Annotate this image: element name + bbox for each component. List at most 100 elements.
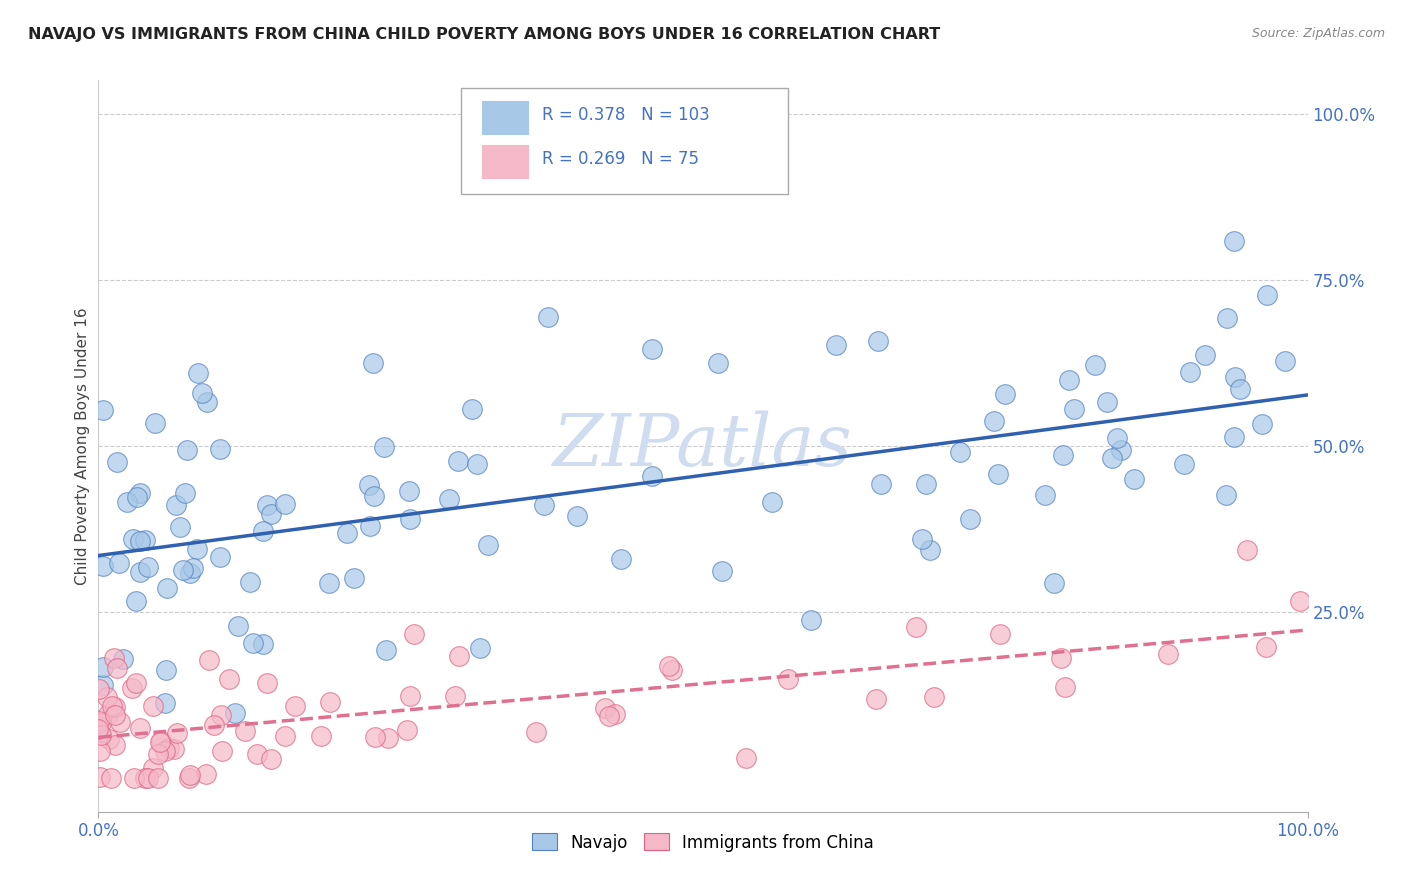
Point bbox=[97, 707, 120, 722]
Point bbox=[146, 772, 169, 786]
Point bbox=[605, 707, 627, 722]
Point bbox=[284, 699, 307, 714]
Point bbox=[117, 495, 139, 509]
Point bbox=[318, 576, 340, 591]
Point bbox=[198, 653, 221, 667]
Point bbox=[111, 652, 134, 666]
Point bbox=[641, 469, 664, 483]
Point bbox=[610, 552, 633, 566]
Point bbox=[1254, 640, 1277, 654]
Point bbox=[399, 690, 422, 704]
FancyBboxPatch shape bbox=[461, 87, 787, 194]
Text: Source: ZipAtlas.com: Source: ZipAtlas.com bbox=[1251, 27, 1385, 40]
Point bbox=[186, 541, 208, 556]
Point bbox=[910, 532, 932, 546]
Text: ZIPatlas: ZIPatlas bbox=[553, 410, 853, 482]
Point bbox=[208, 550, 231, 565]
Point bbox=[318, 695, 340, 709]
Point bbox=[155, 744, 177, 758]
Point bbox=[274, 729, 297, 743]
Point bbox=[142, 761, 165, 775]
Point bbox=[918, 542, 941, 557]
Point bbox=[398, 512, 420, 526]
Point bbox=[204, 718, 226, 732]
Point bbox=[211, 744, 233, 758]
Point bbox=[226, 619, 249, 633]
Point bbox=[465, 457, 488, 471]
Point bbox=[1033, 488, 1056, 502]
Point bbox=[395, 723, 418, 737]
Point bbox=[1123, 472, 1146, 486]
Point bbox=[87, 714, 110, 728]
Point bbox=[233, 723, 256, 738]
Point bbox=[1215, 488, 1237, 502]
Point bbox=[1084, 358, 1107, 372]
Text: R = 0.378   N = 103: R = 0.378 N = 103 bbox=[543, 106, 710, 124]
Point bbox=[364, 730, 387, 744]
Point bbox=[128, 722, 150, 736]
Point bbox=[309, 729, 332, 743]
Point bbox=[598, 708, 620, 723]
Point bbox=[710, 565, 733, 579]
Point bbox=[1274, 354, 1296, 368]
Point bbox=[153, 696, 176, 710]
Point bbox=[1216, 311, 1239, 326]
Point bbox=[209, 708, 232, 723]
Point bbox=[252, 524, 274, 539]
Point bbox=[1052, 448, 1074, 462]
Point bbox=[165, 498, 187, 512]
Point bbox=[343, 571, 366, 585]
Point bbox=[987, 467, 1010, 481]
Point bbox=[256, 676, 278, 690]
Point bbox=[361, 356, 384, 370]
Legend: Navajo, Immigrants from China: Navajo, Immigrants from China bbox=[524, 827, 882, 858]
Point bbox=[242, 636, 264, 650]
Point bbox=[110, 714, 132, 729]
Point bbox=[1059, 373, 1081, 387]
Point bbox=[1157, 648, 1180, 662]
Point bbox=[87, 723, 110, 737]
Point bbox=[218, 672, 240, 686]
Bar bbox=[482, 101, 527, 134]
Point bbox=[447, 648, 470, 663]
Point bbox=[402, 626, 425, 640]
Point bbox=[905, 620, 928, 634]
Point bbox=[359, 478, 381, 492]
Point bbox=[174, 486, 197, 500]
Point bbox=[260, 752, 283, 766]
Point bbox=[735, 751, 758, 765]
Point bbox=[146, 747, 169, 761]
Point bbox=[91, 678, 114, 692]
Point bbox=[252, 636, 274, 650]
Point bbox=[524, 725, 547, 739]
Point bbox=[461, 402, 484, 417]
Point bbox=[983, 414, 1005, 428]
Point bbox=[155, 663, 177, 677]
Point bbox=[187, 366, 209, 380]
Point bbox=[398, 484, 420, 499]
Point bbox=[89, 744, 111, 758]
Point bbox=[239, 574, 262, 589]
Point bbox=[246, 747, 269, 762]
Point bbox=[948, 445, 970, 459]
Point bbox=[824, 337, 846, 351]
Point bbox=[869, 476, 891, 491]
Point bbox=[224, 706, 246, 721]
Point bbox=[359, 519, 381, 533]
Point bbox=[1222, 429, 1244, 443]
Point bbox=[915, 477, 938, 491]
Point bbox=[1256, 288, 1278, 302]
Point bbox=[142, 698, 165, 713]
Point bbox=[658, 659, 681, 673]
Point bbox=[1194, 348, 1216, 362]
Point bbox=[129, 565, 152, 579]
Point bbox=[1097, 394, 1119, 409]
Point bbox=[537, 310, 560, 324]
Point bbox=[778, 672, 800, 686]
Point bbox=[100, 772, 122, 786]
Text: NAVAJO VS IMMIGRANTS FROM CHINA CHILD POVERTY AMONG BOYS UNDER 16 CORRELATION CH: NAVAJO VS IMMIGRANTS FROM CHINA CHILD PO… bbox=[28, 27, 941, 42]
Point bbox=[134, 772, 156, 786]
Point bbox=[179, 566, 201, 580]
Point bbox=[124, 675, 146, 690]
Point bbox=[91, 403, 114, 417]
